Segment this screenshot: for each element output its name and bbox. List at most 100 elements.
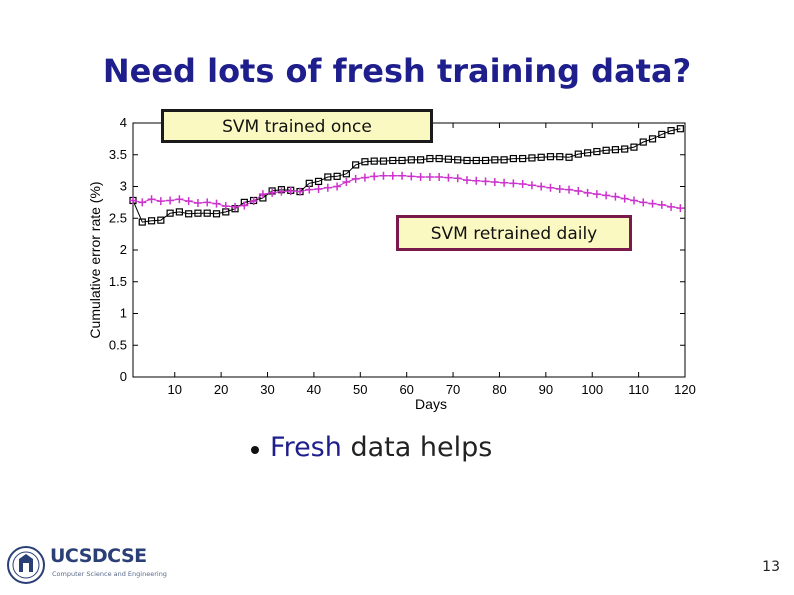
point-daily-56 xyxy=(648,199,657,208)
point-daily-42 xyxy=(518,179,527,188)
point-daily-5 xyxy=(175,195,184,204)
point-once-24 xyxy=(352,161,360,169)
point-once-54 xyxy=(630,143,638,151)
point-daily-15 xyxy=(268,188,277,197)
point-once-28 xyxy=(389,156,397,165)
point-once-51 xyxy=(602,146,610,154)
point-daily-51 xyxy=(602,191,611,200)
callout-svm-retrained-daily: SVM retrained daily xyxy=(396,215,632,251)
point-daily-13 xyxy=(249,197,258,206)
y-tick-label-7: 3.5 xyxy=(109,147,127,162)
point-once-36 xyxy=(463,156,471,165)
logo-subtitle: Computer Science and Engineering xyxy=(52,570,167,578)
point-once-33 xyxy=(435,154,443,163)
point-daily-11 xyxy=(231,202,240,211)
x-tick-label-40: 40 xyxy=(307,382,321,397)
y-tick-label-0: 0 xyxy=(120,369,127,384)
point-daily-50 xyxy=(592,190,601,199)
x-axis-label: Days xyxy=(415,396,447,412)
point-once-20 xyxy=(314,177,323,186)
y-tick-label-5: 2.5 xyxy=(109,210,127,225)
error-rate-chart: 10 20 30 40 50 60 70 80 90 100 110 120 0 0.5 1 1.5 2 2.5 3… xyxy=(87,115,696,412)
x-tick-label-90: 90 xyxy=(539,382,553,397)
point-once-59 xyxy=(676,125,684,133)
point-daily-48 xyxy=(574,186,583,195)
point-daily-33 xyxy=(435,172,444,181)
point-once-37 xyxy=(472,156,480,165)
point-once-40 xyxy=(500,156,508,164)
callout-svm-trained-once: SVM trained once xyxy=(161,109,433,143)
point-daily-43 xyxy=(527,181,536,190)
point-daily-47 xyxy=(565,185,574,194)
point-once-58 xyxy=(667,127,675,135)
ucsd-cse-logo: UCSDCSE Computer Science and Engineering xyxy=(6,543,167,591)
x-tick-label-60: 60 xyxy=(399,382,413,397)
point-daily-16 xyxy=(277,187,286,196)
point-daily-24 xyxy=(351,174,360,183)
point-once-2 xyxy=(147,217,156,225)
point-daily-9 xyxy=(212,199,221,208)
point-daily-36 xyxy=(462,176,471,185)
point-once-46 xyxy=(556,153,564,161)
point-once-8 xyxy=(203,209,211,217)
point-once-41 xyxy=(509,154,517,163)
point-daily-3 xyxy=(156,197,165,206)
point-daily-54 xyxy=(629,196,638,205)
point-daily-19 xyxy=(305,185,314,194)
point-daily-7 xyxy=(193,199,202,208)
point-daily-39 xyxy=(490,178,499,187)
point-once-25 xyxy=(361,158,369,166)
point-daily-20 xyxy=(314,185,323,194)
x-tick-label-120: 120 xyxy=(674,382,696,397)
point-daily-35 xyxy=(453,174,462,183)
y-axis-label: Cumulative error rate (%) xyxy=(87,181,103,338)
point-daily-0 xyxy=(129,196,137,205)
bullet-point: Fresh data helps xyxy=(270,432,492,463)
point-daily-28 xyxy=(388,171,397,180)
series-line-0 xyxy=(132,128,681,223)
point-daily-10 xyxy=(221,202,230,211)
point-once-21 xyxy=(324,173,332,181)
x-tick-label-30: 30 xyxy=(260,382,274,397)
point-daily-57 xyxy=(657,200,666,209)
point-daily-29 xyxy=(398,171,407,180)
point-daily-55 xyxy=(639,198,648,207)
point-daily-17 xyxy=(286,186,295,195)
point-once-42 xyxy=(519,154,527,163)
point-daily-58 xyxy=(667,202,676,211)
point-once-32 xyxy=(426,154,434,163)
point-daily-18 xyxy=(295,187,304,196)
point-daily-30 xyxy=(407,172,416,181)
point-once-43 xyxy=(528,154,536,162)
point-daily-41 xyxy=(509,179,518,188)
y-tick-label-8: 4 xyxy=(120,115,127,130)
point-daily-23 xyxy=(342,178,351,187)
point-daily-22 xyxy=(333,182,342,191)
point-once-35 xyxy=(454,156,462,164)
point-daily-38 xyxy=(481,177,490,186)
point-once-39 xyxy=(491,156,499,164)
point-daily-26 xyxy=(370,172,379,181)
y-tick-label-2: 1 xyxy=(120,306,127,321)
point-once-3 xyxy=(157,216,165,224)
point-daily-8 xyxy=(203,198,212,207)
point-daily-52 xyxy=(611,192,620,201)
point-daily-59 xyxy=(676,204,685,213)
point-once-9 xyxy=(212,210,221,218)
point-once-44 xyxy=(537,153,545,161)
y-tick-label-3: 1.5 xyxy=(109,274,127,289)
point-daily-21 xyxy=(323,183,332,192)
x-tick-label-110: 110 xyxy=(628,382,649,397)
point-once-50 xyxy=(593,147,601,156)
point-daily-1 xyxy=(138,198,147,207)
x-tick-label-80: 80 xyxy=(492,382,506,397)
point-once-5 xyxy=(175,208,183,216)
point-once-4 xyxy=(166,209,174,217)
point-daily-49 xyxy=(583,188,592,197)
point-once-57 xyxy=(658,130,666,139)
x-tick-label-20: 20 xyxy=(214,382,228,397)
point-once-6 xyxy=(185,210,193,218)
point-daily-34 xyxy=(444,173,453,182)
point-once-27 xyxy=(379,157,388,165)
seal-icon xyxy=(7,546,45,584)
